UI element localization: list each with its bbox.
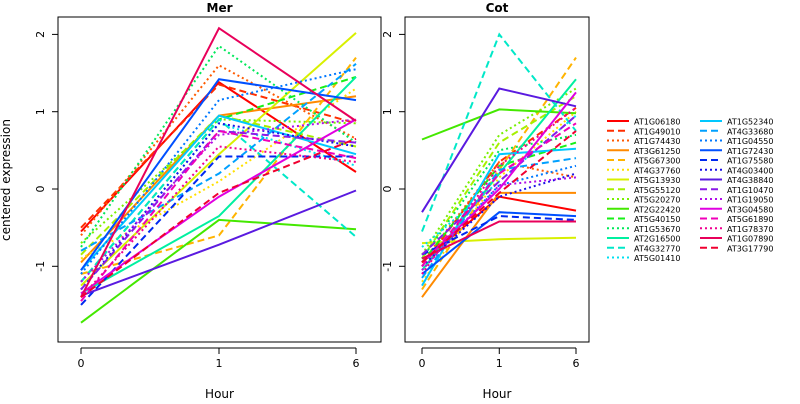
series-line-mer-at5g55120 bbox=[80, 114, 357, 256]
series-line-mer-at2g22420 bbox=[80, 218, 357, 324]
series-line-cot-at3g17790 bbox=[421, 130, 577, 264]
panel-title-mer: Mer bbox=[207, 1, 233, 15]
y-tick-label-mer-3: 2 bbox=[34, 31, 47, 38]
x-tick-label-mer-0: 0 bbox=[78, 357, 85, 370]
legend-label-at5g55120: AT5G55120 bbox=[634, 186, 680, 195]
series-line-cot-at1g72430 bbox=[421, 211, 577, 275]
x-tick-label-cot-2: 6 bbox=[573, 357, 580, 370]
legend-label-at5g40150: AT5G40150 bbox=[634, 215, 680, 224]
series-line-mer-at4g32770 bbox=[80, 117, 357, 283]
plot-frame-mer bbox=[57, 16, 382, 343]
x-tick-label-mer-1: 1 bbox=[216, 357, 223, 370]
legend-label-at5g20270: AT5G20270 bbox=[634, 196, 680, 205]
legend-label-at3g17790: AT3G17790 bbox=[727, 244, 773, 253]
legend-label-at1g75580: AT1G75580 bbox=[727, 157, 773, 166]
legend-label-at1g04550: AT1G04550 bbox=[727, 137, 773, 146]
y-tick-label-cot-0: -1 bbox=[381, 261, 394, 272]
legend-label-at5g01410: AT5G01410 bbox=[634, 254, 680, 263]
legend-label-at5g13930: AT5G13930 bbox=[634, 176, 680, 185]
series-line-mer-at4g03400 bbox=[80, 122, 357, 291]
series-line-cot-at1g10470 bbox=[421, 114, 577, 256]
x-axis-label-cot: Hour bbox=[483, 387, 512, 400]
series-line-mer-at1g74430 bbox=[80, 64, 357, 237]
series-line-mer-at1g75580 bbox=[80, 155, 356, 306]
series-line-mer-at1g04550 bbox=[80, 68, 357, 275]
series-line-cot-at1g74430 bbox=[421, 160, 577, 264]
series-line-cot-at1g06180 bbox=[421, 195, 577, 264]
series-line-cot-at5g61890 bbox=[421, 122, 577, 267]
plot-frame-cot bbox=[404, 16, 590, 343]
legend-label-at1g10470: AT1G10470 bbox=[727, 186, 773, 195]
series-line-cot-at1g19050 bbox=[421, 176, 577, 271]
y-tick-label-cot-2: 1 bbox=[381, 108, 394, 115]
x-axis-label-mer: Hour bbox=[205, 387, 234, 400]
y-axis-label: centered expression bbox=[0, 119, 13, 241]
legend-label-at5g61890: AT5G61890 bbox=[727, 215, 773, 224]
series-line-cot-at5g01410 bbox=[421, 114, 577, 248]
legend-label-at1g07890: AT1G07890 bbox=[727, 235, 773, 244]
legend-label-at4g32770: AT4G32770 bbox=[634, 244, 680, 253]
y-tick-label-mer-0: -1 bbox=[34, 261, 47, 272]
legend-label-at1g78370: AT1G78370 bbox=[727, 225, 773, 234]
series-line-mer-at1g19050 bbox=[80, 118, 357, 283]
series-line-mer-at1g07890 bbox=[80, 26, 357, 298]
series-line-cot-at5g20270 bbox=[421, 87, 577, 256]
series-line-cot-at1g07890 bbox=[421, 220, 576, 260]
legend-label-at1g06180: AT1G06180 bbox=[634, 118, 680, 127]
x-tick-label-cot-0: 0 bbox=[419, 357, 426, 370]
series-line-mer-at1g78370 bbox=[80, 145, 357, 298]
legend-label-at4g38840: AT4G38840 bbox=[727, 176, 773, 185]
legend-label-at4g33680: AT4G33680 bbox=[727, 127, 773, 136]
legend-label-at3g61250: AT3G61250 bbox=[634, 147, 680, 156]
series-line-mer-at1g53670 bbox=[80, 44, 357, 248]
series-line-mer-at1g10470 bbox=[80, 129, 357, 291]
series-line-mer-at2g16500 bbox=[80, 76, 357, 295]
x-tick-label-cot-1: 1 bbox=[496, 357, 503, 370]
legend-label-at1g49010: AT1G49010 bbox=[634, 127, 680, 136]
series-line-cot-at5g67300 bbox=[421, 57, 577, 291]
x-tick-label-mer-2: 6 bbox=[353, 357, 360, 370]
y-tick-label-mer-1: 0 bbox=[34, 186, 47, 193]
series-line-cot-at3g04580 bbox=[421, 91, 577, 264]
series-line-mer-at5g13930 bbox=[80, 32, 357, 287]
y-tick-label-mer-2: 1 bbox=[34, 108, 47, 115]
y-tick-label-cot-1: 0 bbox=[381, 186, 394, 193]
legend-label-at1g19050: AT1G19050 bbox=[727, 196, 773, 205]
legend-label-at3g04580: AT3G04580 bbox=[727, 205, 773, 214]
series-line-cot-at4g32770 bbox=[421, 32, 577, 232]
legend-label-at1g52340: AT1G52340 bbox=[727, 118, 773, 127]
legend-label-at2g22420: AT2G22420 bbox=[634, 205, 680, 214]
series-line-mer-at3g04580 bbox=[80, 118, 357, 295]
series-line-mer-at1g52340 bbox=[80, 114, 357, 271]
panel-title-cot: Cot bbox=[486, 1, 509, 15]
legend-label-at5g67300: AT5G67300 bbox=[634, 157, 680, 166]
legend-label-at1g72430: AT1G72430 bbox=[727, 147, 773, 156]
legend-label-at1g74430: AT1G74430 bbox=[634, 137, 680, 146]
series-line-mer-at3g17790 bbox=[80, 137, 357, 298]
series-line-mer-at5g61890 bbox=[80, 129, 357, 302]
series-line-cot-at4g38840 bbox=[421, 87, 577, 213]
legend-label-at4g03400: AT4G03400 bbox=[727, 166, 773, 175]
y-tick-label-cot-3: 2 bbox=[381, 31, 394, 38]
legend-label-at1g53670: AT1G53670 bbox=[634, 225, 680, 234]
legend-label-at2g16500: AT2G16500 bbox=[634, 235, 680, 244]
series-line-mer-at4g33680 bbox=[80, 63, 357, 252]
series-line-mer-at4g38840 bbox=[80, 189, 357, 297]
legend-label-at4g37760: AT4G37760 bbox=[634, 166, 680, 175]
